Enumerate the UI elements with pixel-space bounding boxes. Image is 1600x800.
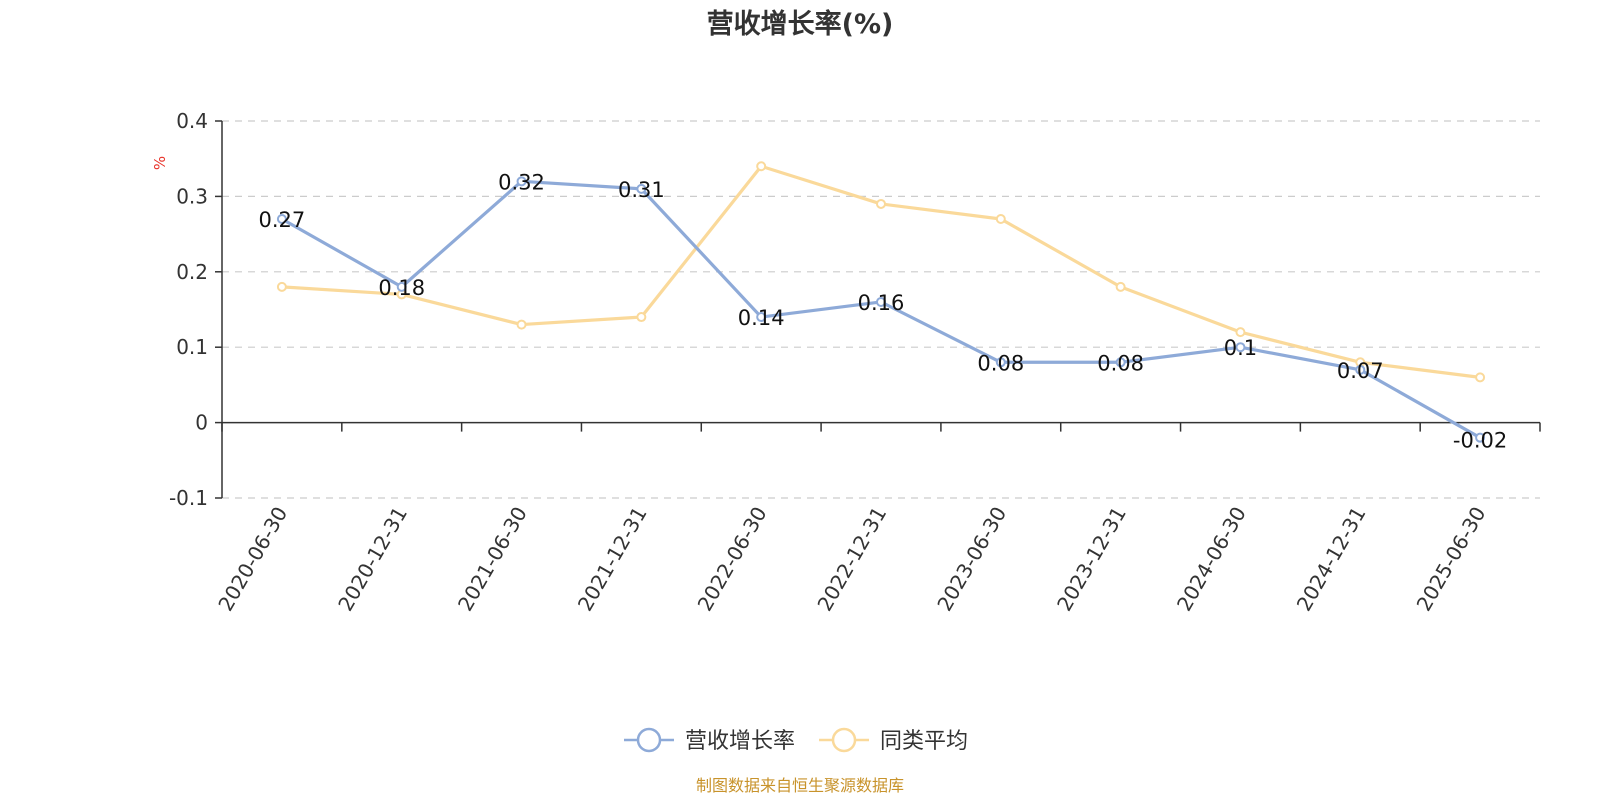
legend-label: 同类平均 (880, 729, 968, 754)
axes: -0.1 0 0.1 0.2 0.3 0.4 2020-06-30 2020-12-31 202… (169, 109, 1541, 616)
series-lines (276, 161, 1486, 443)
data-label: 0.27 (259, 208, 306, 232)
grid-lines (222, 120, 1540, 499)
data-point[interactable] (1475, 432, 1486, 443)
series-average (276, 161, 1486, 383)
legend[interactable]: 营收增长率 同类平均 (624, 727, 968, 754)
series-main (276, 176, 1486, 443)
data-point[interactable] (756, 312, 767, 323)
legend-marker (636, 727, 662, 753)
x-tick-label: 2022-06-30 (693, 503, 772, 616)
data-label: -0.02 (1453, 429, 1507, 453)
data-label: 0.07 (1337, 359, 1384, 383)
y-tick-label: 0.1 (176, 335, 208, 359)
data-point[interactable] (636, 183, 647, 194)
data-point[interactable] (396, 281, 407, 292)
data-point[interactable] (1235, 327, 1246, 338)
data-labels: 0.27 0.18 0.32 0.31 0.14 0.16 0.08 0.08 0.1 0.07 -… (259, 170, 1508, 452)
data-label: 0.08 (977, 351, 1024, 375)
data-point[interactable] (756, 161, 767, 172)
x-tick-label: 2024-06-30 (1172, 503, 1251, 616)
y-tick-label: 0.3 (176, 184, 208, 208)
x-tick-label: 2020-12-31 (333, 503, 412, 616)
x-tick-label: 2024-12-31 (1292, 503, 1371, 616)
data-point[interactable] (995, 357, 1006, 368)
data-label: 0.1 (1224, 336, 1257, 360)
data-label: 0.08 (1097, 351, 1144, 375)
x-tick-label: 2023-12-31 (1052, 503, 1131, 616)
data-point[interactable] (1235, 342, 1246, 353)
data-point[interactable] (276, 281, 287, 292)
data-label: 0.18 (378, 276, 425, 300)
data-label: 0.16 (858, 291, 905, 315)
y-tick-label: 0 (195, 411, 208, 435)
data-point[interactable] (1355, 364, 1366, 375)
data-point[interactable] (1115, 281, 1126, 292)
data-label: 0.31 (618, 178, 665, 202)
data-point[interactable] (876, 296, 886, 307)
data-point[interactable] (516, 319, 527, 330)
data-label: 0.14 (738, 306, 785, 330)
data-point[interactable] (636, 312, 647, 323)
legend-marker (831, 727, 857, 753)
y-tick-label: 0.2 (176, 260, 208, 284)
legend-label: 营收增长率 (685, 729, 795, 754)
x-tick-label: 2023-06-30 (932, 502, 1011, 615)
data-point[interactable] (1115, 357, 1126, 368)
x-tick-label: 2022-12-31 (812, 503, 891, 616)
data-point[interactable] (876, 198, 886, 209)
legend-item[interactable]: 营收增长率 (624, 727, 795, 754)
source-note: 制图数据来自恒生聚源数据库 (696, 776, 904, 795)
data-point[interactable] (995, 214, 1006, 225)
x-tick-label: 2025-06-30 (1412, 503, 1491, 616)
y-axis-label: % (151, 156, 169, 170)
x-tick-label: 2021-06-30 (453, 503, 532, 616)
data-label: 0.32 (498, 170, 545, 194)
data-point[interactable] (1475, 372, 1486, 383)
data-point[interactable] (276, 214, 287, 225)
y-tick-label: -0.1 (169, 486, 208, 510)
y-tick-label: 0.4 (176, 109, 208, 133)
x-tick-label: 2020-06-30 (213, 503, 292, 616)
data-point[interactable] (516, 176, 527, 187)
x-tick-label: 2021-12-31 (573, 503, 652, 616)
legend-item[interactable]: 同类平均 (819, 727, 968, 754)
chart-title: 营收增长率(%) (707, 8, 894, 40)
